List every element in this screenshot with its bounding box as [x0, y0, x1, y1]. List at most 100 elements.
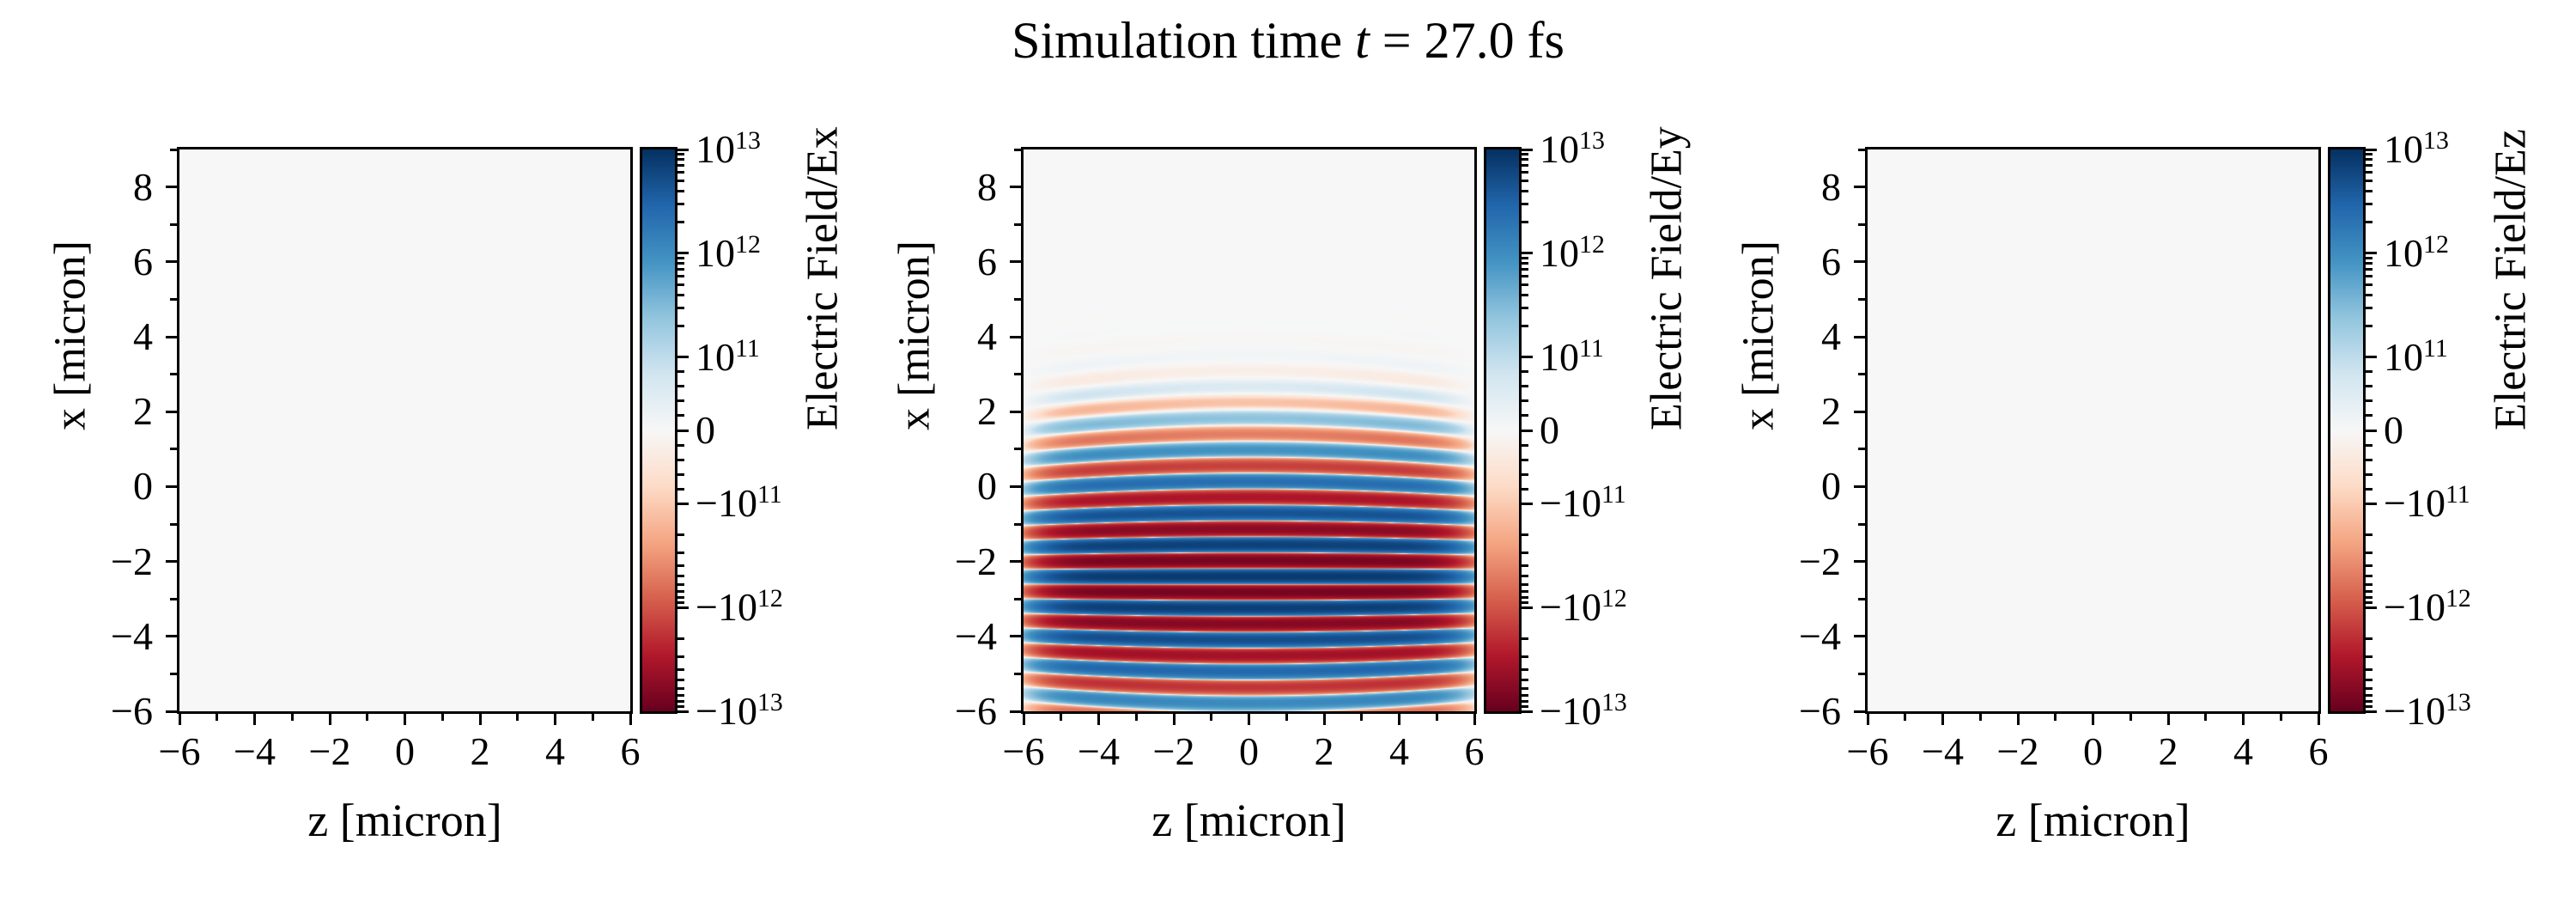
colorbar-minor-tick [2366, 153, 2372, 156]
colorbar-minor-tick [2366, 668, 2372, 672]
colorbar-minor-tick [677, 699, 684, 703]
x-tick-label: −4 [234, 729, 276, 773]
tick-label-base: 10 [696, 334, 735, 379]
y-axis-minor-tick [170, 672, 177, 675]
colorbar-minor-tick [677, 693, 684, 697]
colorbar-minor-tick [1522, 458, 1528, 461]
x-tick-label: 6 [2308, 729, 2329, 773]
colorbar-tick-label: −1013 [2384, 688, 2471, 740]
x-axis-minor-tick [366, 714, 369, 721]
y-axis-tick [1010, 710, 1021, 713]
colorbar-minor-tick [677, 575, 684, 578]
x-tick-label: −2 [1996, 729, 2039, 773]
x-tick-label: 2 [1314, 729, 1334, 773]
colorbar-minor-tick [1522, 306, 1528, 309]
colorbar-tick-label: −1011 [2384, 480, 2470, 532]
y-axis-tick [1854, 560, 1865, 564]
tick-label-exponent: 12 [2445, 583, 2471, 613]
tick-label-base: 10 [2384, 127, 2423, 171]
colorbar-minor-tick [677, 472, 684, 476]
y-axis-minor-tick [1858, 522, 1865, 526]
y-axis-tick [166, 335, 177, 338]
y-tick-label: −4 [955, 613, 997, 658]
y-axis-minor-tick [1014, 373, 1021, 376]
colorbar-minor-tick [1522, 552, 1528, 555]
y-axis-tick [166, 410, 177, 413]
tick-label-exponent: 11 [756, 479, 782, 509]
x-axis-tick [328, 714, 331, 725]
y-axis-minor-tick [1014, 522, 1021, 526]
y-axis-tick [1010, 635, 1021, 638]
colorbar-minor-tick [2366, 472, 2372, 476]
y-axis-tick [1010, 260, 1021, 264]
colorbar-minor-tick [1522, 257, 1528, 260]
y-tick-label: −2 [111, 539, 153, 583]
colorbar-minor-tick [677, 283, 684, 286]
field-canvas-Ey [1024, 149, 1474, 711]
x-tick-label: 2 [470, 729, 490, 773]
x-axis-tick [1248, 714, 1250, 725]
x-axis-tick [1398, 714, 1400, 725]
y-axis-tick [166, 260, 177, 264]
colorbar-minor-tick [2366, 283, 2372, 286]
colorbar-minor-tick [1522, 262, 1528, 265]
colorbar-minor-tick [1522, 283, 1528, 286]
colorbar-minor-tick [2366, 533, 2372, 536]
colorbar-gradient-Ex [642, 149, 675, 711]
x-axis-minor-tick [1134, 714, 1138, 721]
colorbar-minor-tick [2366, 458, 2372, 461]
colorbar-minor-tick [1522, 699, 1528, 703]
x-tick-label: 6 [1464, 729, 1485, 773]
title-prefix: Simulation time [1012, 12, 1356, 69]
x-axis-tick [2016, 714, 2020, 725]
tick-label-base: −10 [696, 689, 757, 733]
colorbar-minor-tick [2366, 257, 2372, 260]
colorbar-tick-label: 1012 [696, 230, 761, 282]
colorbar-tick-label: −1011 [1540, 480, 1626, 532]
colorbar-minor-tick [677, 443, 684, 447]
y-tick-label: 6 [1821, 239, 1841, 283]
colorbar-minor-tick [1522, 655, 1528, 659]
tick-label-base: 10 [1540, 334, 1579, 379]
y-axis-minor-tick [1014, 448, 1021, 451]
colorbar-minor-tick [2366, 325, 2372, 328]
title-suffix: = 27.0 fs [1369, 12, 1564, 69]
colorbar-minor-tick [677, 637, 684, 640]
tick-label-exponent: 13 [756, 687, 783, 716]
colorbar-tick [2366, 356, 2377, 359]
y-axis-minor-tick [1858, 373, 1865, 376]
tick-label-exponent: 11 [2423, 333, 2448, 363]
colorbar-minor-tick [677, 202, 684, 205]
colorbar-minor-tick [1522, 179, 1528, 182]
y-tick-label: −2 [955, 539, 997, 583]
colorbar-minor-tick [677, 668, 684, 672]
colorbar-tick [677, 429, 689, 432]
y-axis-minor-tick [1014, 297, 1021, 301]
y-tick-label: 2 [977, 389, 997, 434]
colorbar-minor-tick [2366, 589, 2372, 593]
y-axis-tick [166, 635, 177, 638]
colorbar-minor-tick [677, 399, 684, 403]
colorbar-minor-tick [2366, 221, 2372, 224]
tick-label-exponent: 13 [735, 125, 761, 155]
y-axis-tick [1010, 410, 1021, 413]
colorbar-tick [2366, 429, 2377, 432]
colorbar-minor-tick [1522, 221, 1528, 224]
colorbar-minor-tick [677, 179, 684, 182]
colorbar-minor-tick [677, 458, 684, 461]
y-tick-label: −4 [111, 613, 153, 658]
y-axis-minor-tick [170, 448, 177, 451]
x-axis-tick [178, 714, 181, 725]
colorbar-minor-tick [677, 370, 684, 374]
tick-label-base: −10 [2384, 481, 2445, 526]
x-tick-label: −2 [308, 729, 351, 773]
colorbar-minor-tick [1522, 202, 1528, 205]
y-tick-label: 4 [133, 314, 153, 358]
colorbar-minor-tick [1522, 686, 1528, 690]
x-axis-minor-tick [290, 714, 294, 721]
colorbar-minor-tick [677, 306, 684, 309]
y-tick-label: −6 [111, 689, 153, 733]
x-tick-label: −6 [1846, 729, 1889, 773]
y-tick-label: 4 [1821, 314, 1841, 358]
y-axis-minor-tick [1014, 597, 1021, 600]
